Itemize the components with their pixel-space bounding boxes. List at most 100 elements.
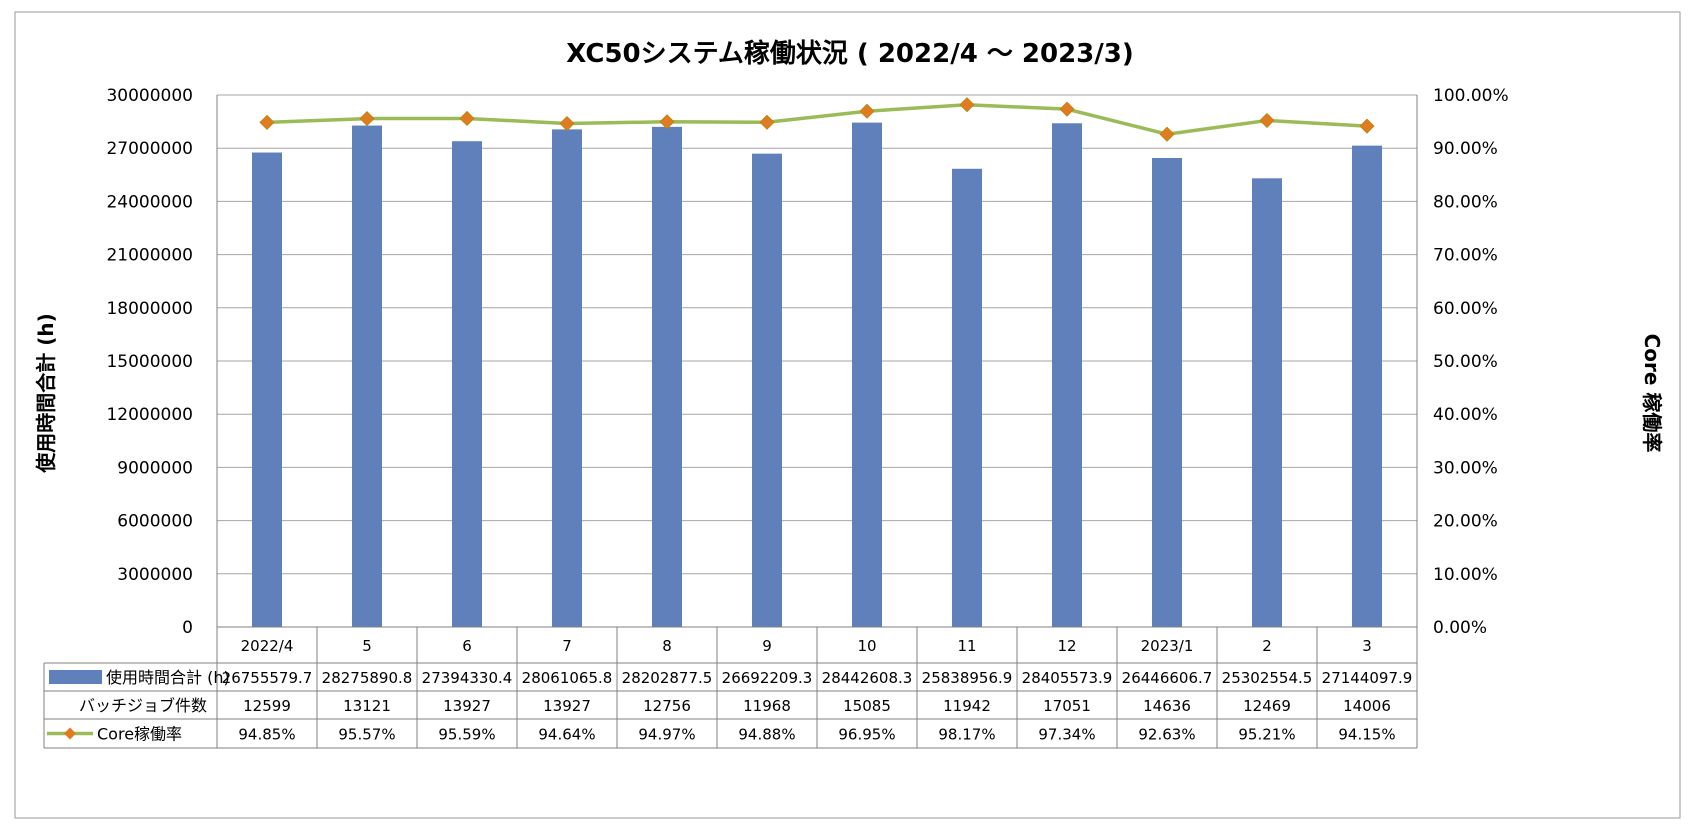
data-label: 28442608.3: [822, 669, 913, 687]
x-tick-label: 11: [957, 637, 976, 655]
data-label: 26755579.7: [222, 669, 313, 687]
y-tick-label: 24000000: [106, 192, 193, 212]
bar-series: [252, 122, 1382, 628]
y2-tick-label: 70.00%: [1433, 246, 1498, 266]
bar: [552, 129, 582, 627]
y2-tick-label: 50.00%: [1433, 352, 1498, 372]
y2-tick-label: 100.00%: [1433, 86, 1509, 106]
data-label: 95.59%: [438, 726, 495, 744]
x-tick-label: 2023/1: [1141, 637, 1194, 655]
x-tick-label: 2022/4: [241, 637, 294, 655]
row-label: Core稼働率: [97, 725, 182, 744]
axes: 0 0.00% 3000000 10.00% 6000000 20.00% 9000000 3…: [106, 86, 1508, 638]
data-label: 94.97%: [638, 726, 695, 744]
data-label: 28202877.5: [622, 669, 713, 687]
y2-tick-label: 0.00%: [1433, 618, 1487, 638]
y-axis-label: 使用時間合計 (h): [34, 313, 58, 473]
x-tick-label: 10: [857, 637, 876, 655]
line-series: [259, 97, 1375, 142]
y-tick-label: 18000000: [106, 299, 193, 319]
data-label: 26446606.7: [1122, 669, 1213, 687]
bar: [1352, 145, 1382, 628]
y-tick-label: 30000000: [106, 86, 193, 106]
bar: [652, 126, 682, 628]
data-label: 94.85%: [238, 726, 295, 744]
data-label: 96.95%: [838, 726, 895, 744]
bar: [952, 168, 982, 627]
line-point: [359, 111, 375, 127]
data-label: 14006: [1343, 697, 1391, 715]
data-label: 27144097.9: [1322, 669, 1413, 687]
y2-tick-label: 10.00%: [1433, 565, 1498, 585]
line-point: [859, 103, 875, 119]
bar: [852, 122, 882, 628]
y-tick-label: 3000000: [117, 565, 193, 585]
chart-title: XC50システム稼働状況 ( 2022/4 〜 2023/3): [566, 39, 1133, 69]
data-label: 92.63%: [1138, 726, 1195, 744]
gridlines: [217, 94, 1417, 575]
data-label: 13927: [443, 697, 491, 715]
line-path: [266, 102, 1368, 136]
y-tick-label: 6000000: [117, 512, 193, 532]
x-tick-label: 7: [562, 637, 572, 655]
line-point: [759, 114, 775, 130]
x-tick-label: 8: [662, 637, 672, 655]
line-point: [1159, 126, 1175, 142]
bar: [1052, 123, 1082, 628]
data-label: 94.64%: [538, 726, 595, 744]
data-label: 26692209.3: [722, 669, 813, 687]
data-label: 28275890.8: [322, 669, 413, 687]
data-label: 17051: [1043, 697, 1091, 715]
y2-tick-label: 20.00%: [1433, 512, 1498, 532]
x-tick-label: 2: [1262, 637, 1272, 655]
data-label: 14636: [1143, 697, 1191, 715]
y2-tick-label: 40.00%: [1433, 405, 1498, 425]
line-point: [659, 114, 675, 130]
data-label: 25838956.9: [922, 669, 1013, 687]
x-tick-label: 3: [1362, 637, 1372, 655]
bar: [1152, 158, 1182, 628]
data-label: 94.88%: [738, 726, 795, 744]
data-label: 98.17%: [938, 726, 995, 744]
line-point: [959, 97, 975, 113]
data-label: 13927: [543, 697, 591, 715]
data-label: 28405573.9: [1022, 669, 1113, 687]
bar: [452, 141, 482, 627]
x-tick-label: 5: [362, 637, 372, 655]
data-label: 94.15%: [1338, 726, 1395, 744]
y-tick-label: 27000000: [106, 139, 193, 159]
data-label: 11942: [943, 697, 991, 715]
line-point: [259, 114, 275, 130]
row-label: バッチジョブ件数: [79, 696, 207, 715]
data-label: 25302554.5: [1222, 669, 1313, 687]
x-tick-label: 6: [462, 637, 472, 655]
data-label: 27394330.4: [422, 669, 513, 687]
y2-tick-label: 80.00%: [1433, 192, 1498, 212]
x-tick-label: 9: [762, 637, 772, 655]
bar: [252, 152, 282, 627]
row-label: 使用時間合計 (h): [106, 668, 230, 687]
bar: [352, 125, 382, 627]
x-tick-label: 12: [1057, 637, 1076, 655]
line-point: [459, 110, 475, 127]
y-tick-label: 15000000: [106, 352, 193, 372]
y2-tick-label: 90.00%: [1433, 139, 1498, 159]
data-label: 13121: [343, 697, 391, 715]
line-point: [1359, 118, 1375, 134]
data-label: 12599: [243, 697, 291, 715]
data-label: 97.34%: [1038, 726, 1095, 744]
data-label: 95.57%: [338, 726, 395, 744]
y2-tick-label: 30.00%: [1433, 458, 1498, 478]
legend-swatch-marker: [64, 727, 76, 740]
y-tick-label: 9000000: [117, 458, 193, 478]
chart-border: [14, 11, 1681, 819]
data-label: 11968: [743, 697, 791, 715]
data-table: 2022/4 5 6 7 8 9 10 11 12 2023/1 2 3 使用時間合計 (h)26755…: [43, 626, 1418, 749]
line-point: [1259, 112, 1275, 129]
y-tick-label: 21000000: [106, 246, 193, 266]
data-label: 12469: [1243, 697, 1291, 715]
line-point: [559, 115, 575, 132]
line-point: [1059, 101, 1075, 117]
y-tick-label: 0: [182, 618, 193, 638]
